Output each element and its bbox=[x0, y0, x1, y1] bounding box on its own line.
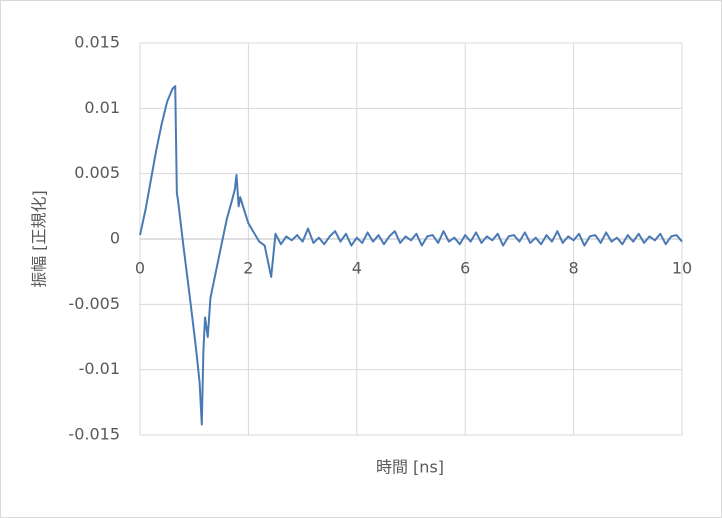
y-tick-label: 0.015 bbox=[74, 33, 120, 52]
y-tick-label: -0.01 bbox=[79, 359, 120, 378]
x-tick-label: 8 bbox=[569, 259, 579, 278]
x-tick-label: 4 bbox=[352, 259, 362, 278]
y-tick-label: 0.01 bbox=[84, 98, 120, 117]
y-tick-label: -0.005 bbox=[68, 294, 120, 313]
x-tick-label: 10 bbox=[672, 259, 692, 278]
x-tick-label: 2 bbox=[243, 259, 253, 278]
y-tick-label: 0 bbox=[110, 229, 120, 248]
data-line bbox=[139, 85, 683, 426]
y-axis-label: 振幅 [正規化] bbox=[30, 190, 49, 288]
x-tick-label: 0 bbox=[135, 259, 145, 278]
y-tick-label: 0.005 bbox=[74, 163, 120, 182]
y-tick-label: -0.015 bbox=[68, 425, 120, 444]
x-tick-label: 6 bbox=[460, 259, 470, 278]
x-axis-label: 時間 [ns] bbox=[376, 458, 444, 477]
